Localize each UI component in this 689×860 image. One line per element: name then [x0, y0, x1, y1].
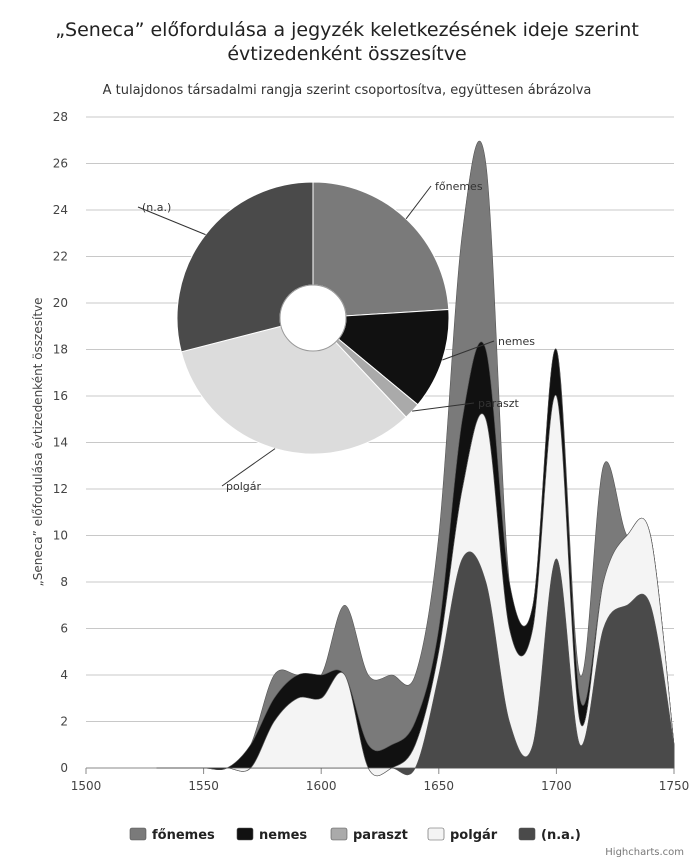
chart-subtitle: A tulajdonos társadalmi rangja szerint c… [103, 83, 592, 98]
pie-label: nemes [498, 335, 535, 348]
stacked-area-series [156, 140, 675, 777]
x-tick-label: 1600 [306, 779, 337, 793]
credits[interactable]: Highcharts.com [605, 847, 684, 858]
y-tick-label: 4 [60, 668, 68, 682]
legend-item[interactable]: polgár [427, 827, 498, 843]
y-tick-label: 10 [53, 529, 68, 543]
y-tick-label: 16 [53, 389, 68, 403]
y-axis-title: „Seneca” előfordulása évtizedenként össz… [31, 297, 45, 586]
legend-swatch [129, 827, 147, 841]
y-tick-label: 2 [60, 715, 68, 729]
legend-item[interactable]: paraszt [330, 827, 408, 843]
pie-connector [137, 206, 206, 236]
legend-label: (n.a.) [541, 828, 581, 843]
y-tick-label: 8 [60, 575, 68, 589]
legend-label: polgár [450, 828, 498, 843]
legend-swatch [236, 827, 254, 841]
legend-swatch [330, 827, 348, 841]
pie-connector [412, 402, 475, 412]
y-tick-label: 20 [53, 296, 68, 310]
y-tick-label: 0 [60, 761, 68, 775]
pie-label: (n.a.) [142, 201, 171, 214]
y-tick-label: 12 [53, 482, 68, 496]
x-tick-label: 1750 [659, 779, 689, 793]
y-tick-label: 24 [53, 203, 68, 217]
y-tick-label: 26 [53, 157, 68, 171]
pie-label: polgár [226, 480, 261, 493]
donut-chart: főnemes nemes paraszt polgár (n.a.) [137, 180, 535, 493]
x-tick-label: 1650 [424, 779, 455, 793]
legend-swatch [427, 827, 445, 841]
x-tick-label: 1500 [71, 779, 102, 793]
pie-connector [221, 448, 276, 487]
pie-label: paraszt [478, 397, 519, 410]
y-tick-label: 18 [53, 343, 68, 357]
legend-label: paraszt [353, 828, 408, 843]
pie-connector [405, 185, 432, 220]
legend-label: nemes [259, 828, 307, 843]
chart-title-line1: „Seneca” előfordulása a jegyzék keletkez… [55, 19, 639, 41]
x-tick-label: 1550 [188, 779, 219, 793]
pie-connector [442, 340, 495, 361]
donut-hole [279, 284, 347, 352]
x-axis-ticks: 1500 1550 1600 1650 1700 1750 [71, 768, 689, 793]
area-series-na [156, 551, 675, 776]
legend-swatch [518, 827, 536, 841]
y-tick-label: 22 [53, 250, 68, 264]
legend-label: főnemes [152, 828, 215, 843]
chart-title-line2: évtizedenként összesítve [227, 43, 466, 65]
x-tick-label: 1700 [541, 779, 572, 793]
legend-item[interactable]: főnemes [129, 827, 215, 843]
y-tick-label: 6 [60, 622, 68, 636]
y-tick-label: 28 [53, 110, 68, 124]
y-tick-label: 14 [53, 436, 68, 450]
pie-label: főnemes [435, 180, 483, 193]
legend: főnemes nemes paraszt polgár (n.a.) [129, 827, 581, 843]
legend-item[interactable]: nemes [236, 827, 307, 843]
legend-item[interactable]: (n.a.) [518, 827, 581, 843]
